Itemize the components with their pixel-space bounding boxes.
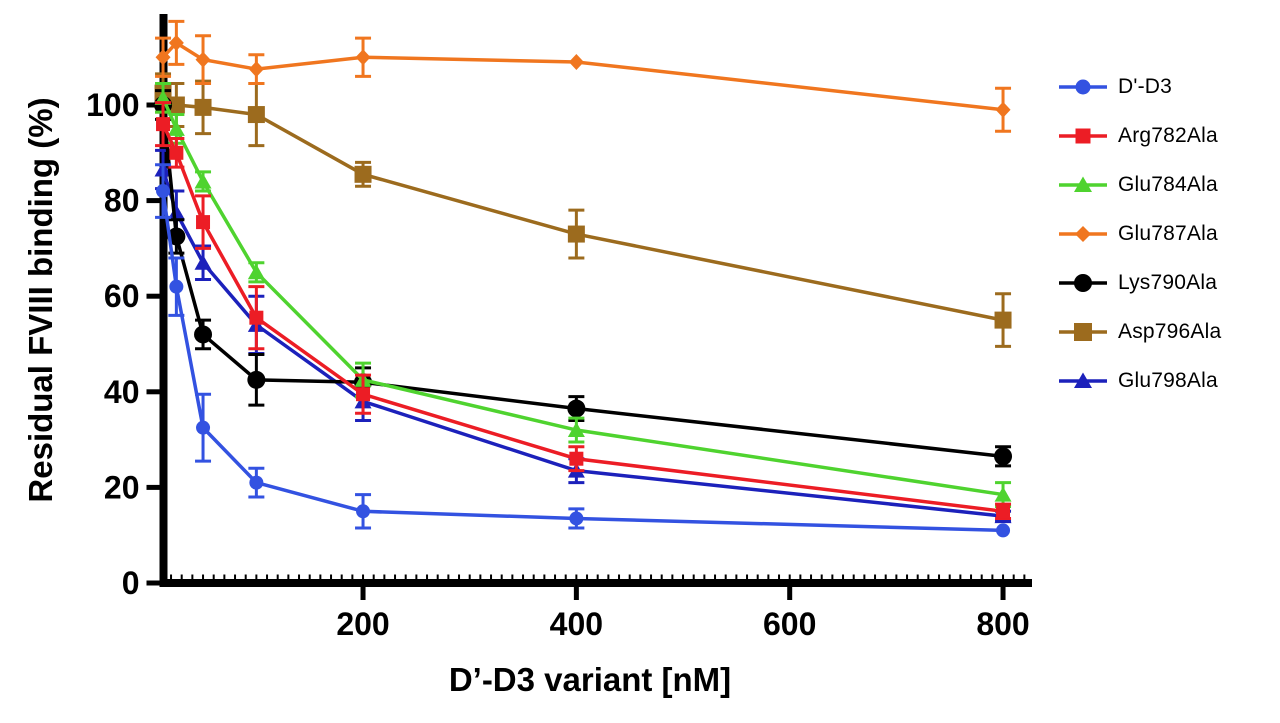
data-point-circle	[194, 325, 213, 344]
series-line	[161, 91, 1004, 322]
legend-item-glu798ala: Glu798Ala	[1058, 356, 1221, 405]
legend-marker-circle-icon	[1058, 74, 1108, 100]
legend: D'-D3 Arg782Ala Glu784Ala Glu787Ala Lys7…	[1058, 62, 1221, 405]
data-point-circle	[196, 420, 211, 435]
data-point-triangle	[194, 254, 212, 270]
data-point-square	[356, 387, 371, 402]
data-point-square	[169, 145, 184, 160]
data-point-triangle	[247, 264, 265, 280]
legend-item-arg782ala: Arg782Ala	[1058, 111, 1221, 160]
series-line	[161, 40, 1004, 112]
data-point-square	[996, 504, 1011, 519]
data-point-square	[167, 96, 185, 114]
data-point-triangle	[167, 204, 185, 220]
series-glu787ala	[155, 19, 1012, 133]
legend-marker-square-icon	[1058, 319, 1108, 345]
legend-label: Glu787Ala	[1118, 221, 1218, 245]
y-tick-label-60: 60	[104, 278, 140, 314]
data-point-diamond	[995, 101, 1011, 118]
data-point-square	[247, 106, 265, 124]
series-arg782ala	[155, 101, 1012, 520]
y-tick-label-20: 20	[104, 469, 140, 505]
data-point-circle	[249, 475, 264, 490]
data-point-triangle	[194, 173, 212, 189]
legend-marker-triangle-icon	[1058, 368, 1108, 394]
x-tick-label-200: 200	[336, 606, 389, 642]
legend-marker-triangle-icon	[1058, 172, 1108, 198]
legend-label: Asp796Ala	[1118, 319, 1222, 343]
legend-marker-diamond-icon	[1058, 221, 1108, 247]
axes: 200 400 600 800 0 20 40 60 80 100	[86, 14, 1032, 642]
x-tick-label-800: 800	[976, 606, 1029, 642]
legend-marker-circle-icon	[1058, 270, 1108, 296]
y-tick-label-80: 80	[104, 183, 140, 219]
data-point-circle	[156, 184, 171, 199]
data-point-square	[567, 225, 585, 243]
data-point-circle	[169, 279, 184, 294]
y-tick-label-40: 40	[104, 374, 140, 410]
data-point-triangle	[567, 422, 585, 438]
data-point-diamond	[568, 53, 584, 70]
data-point-triangle	[167, 120, 185, 136]
legend-item-glu784ala: Glu784Ala	[1058, 160, 1221, 209]
y-tick-label-0: 0	[122, 565, 140, 601]
data-point-square	[354, 165, 372, 183]
series-lys790ala	[154, 89, 1013, 468]
data-point-diamond	[168, 34, 184, 51]
data-point-triangle	[994, 486, 1012, 502]
data-point-triangle	[154, 89, 172, 105]
data-point-square	[249, 310, 264, 325]
series-d-d3	[155, 163, 1011, 538]
legend-label: Arg782Ala	[1118, 123, 1218, 147]
legend-item-lys790ala: Lys790Ala	[1058, 258, 1221, 307]
data-point-circle	[994, 447, 1013, 466]
data-point-circle	[167, 227, 186, 246]
series-asp796ala	[154, 72, 1012, 348]
data-point-square	[194, 98, 212, 116]
legend-label: Glu784Ala	[1118, 172, 1218, 196]
data-point-square	[569, 451, 584, 466]
series-glu784ala	[154, 81, 1012, 509]
legend-label: D'-D3	[1118, 74, 1173, 98]
legend-label: Glu798Ala	[1118, 368, 1218, 392]
data-point-circle	[247, 370, 266, 389]
y-tick-label-100: 100	[86, 87, 139, 123]
legend-label: Lys790Ala	[1118, 270, 1218, 294]
data-point-diamond	[248, 61, 264, 78]
legend-item-asp796ala: Asp796Ala	[1058, 307, 1221, 356]
data-point-circle	[569, 511, 584, 526]
data-point-square	[156, 117, 171, 132]
x-axis-title: D’-D3 variant [nM]	[448, 661, 732, 698]
data-point-circle	[996, 523, 1011, 538]
x-tick-label-400: 400	[550, 606, 603, 642]
data-point-diamond	[195, 51, 211, 68]
data-point-square	[196, 215, 211, 230]
legend-item-dprime-d3: D'-D3	[1058, 62, 1221, 111]
legend-item-glu787ala: Glu787Ala	[1058, 209, 1221, 258]
data-point-square	[994, 311, 1012, 329]
data-point-circle	[567, 399, 586, 418]
data-point-circle	[356, 504, 371, 519]
y-axis-title: Residual FVIII binding (%)	[22, 97, 59, 503]
legend-marker-square-icon	[1058, 123, 1108, 149]
x-tick-label-600: 600	[763, 606, 816, 642]
data-point-diamond	[355, 49, 371, 66]
data-point-diamond	[155, 49, 171, 66]
